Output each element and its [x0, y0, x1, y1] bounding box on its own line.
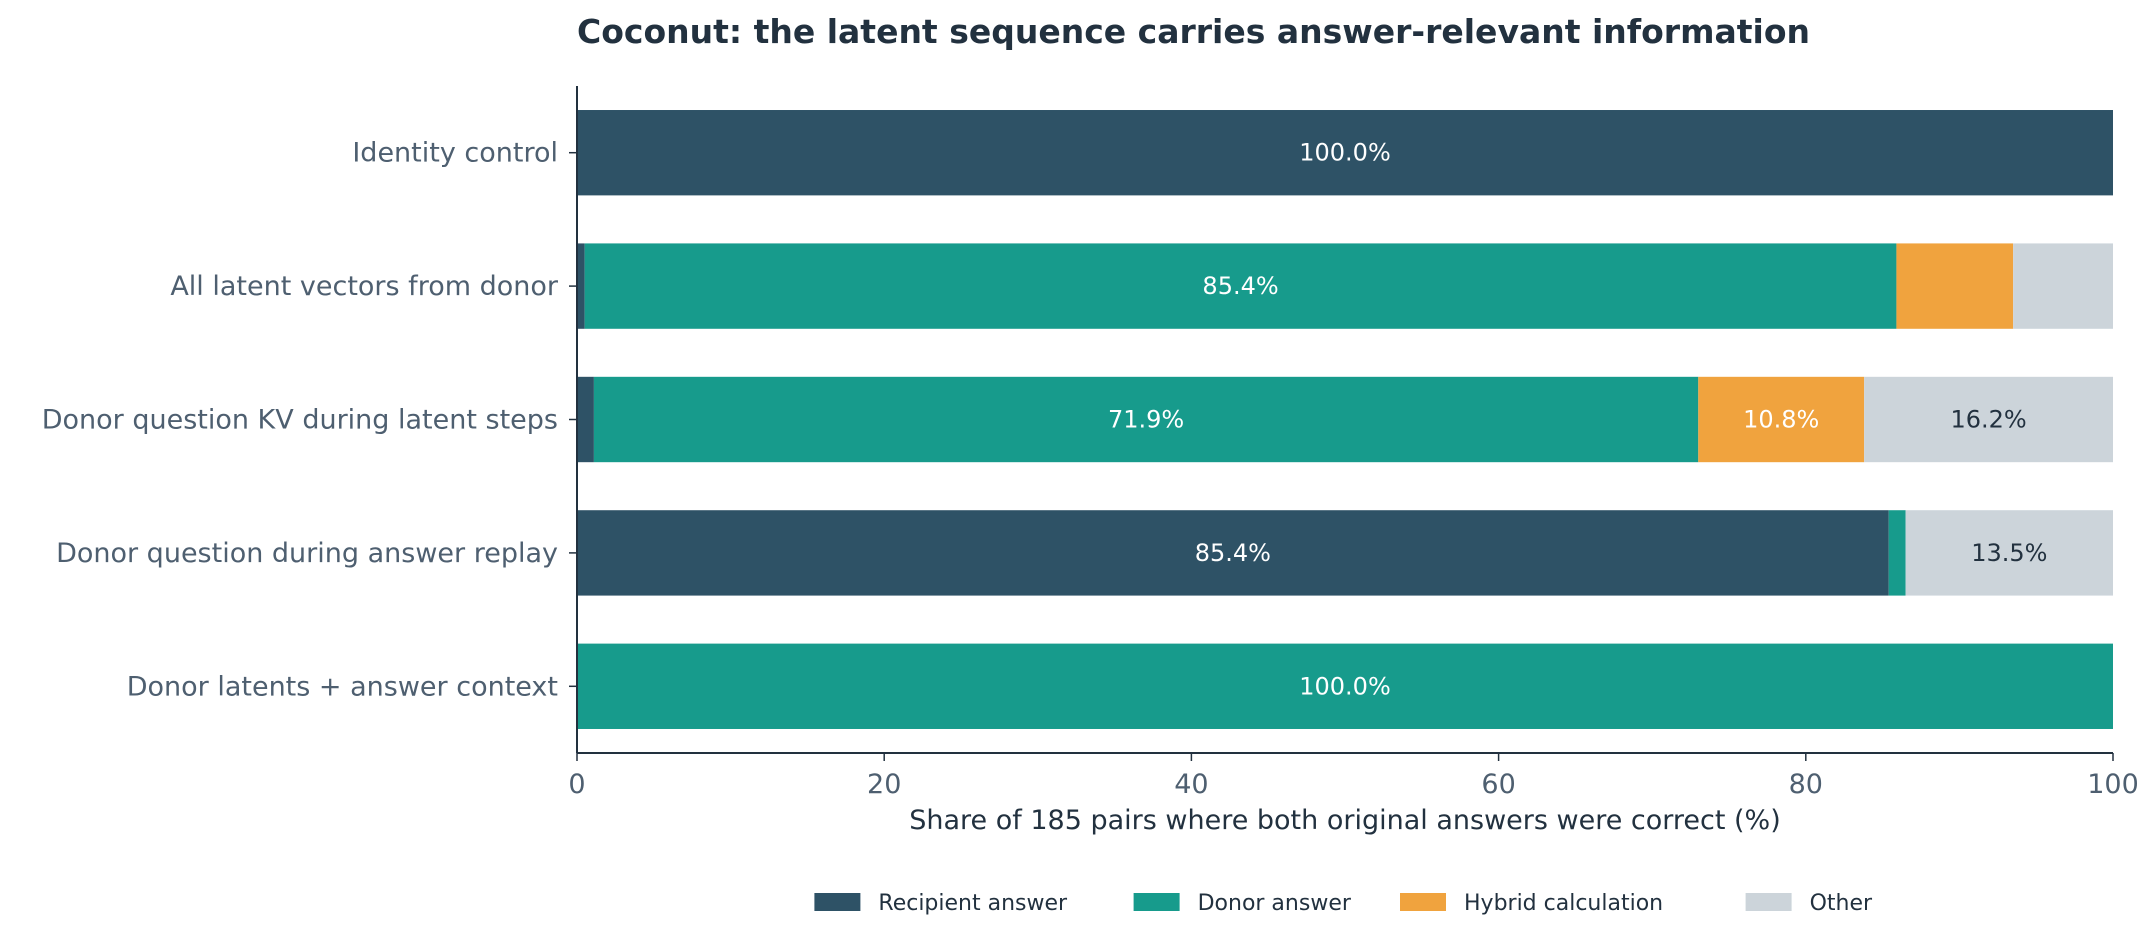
chart-title: Coconut: the latent sequence carries ans… [577, 12, 1810, 51]
x-tick-label: 60 [1481, 769, 1515, 800]
legend-label: Hybrid calculation [1464, 891, 1663, 916]
y-axis: Identity control All latent vectors from … [42, 86, 578, 753]
bar-segment [577, 243, 585, 329]
category-label: All latent vectors from donor [170, 271, 559, 302]
legend-item: Other [1745, 891, 1873, 916]
bar-segment [577, 110, 2113, 196]
bar-segment [577, 643, 2113, 729]
x-tick-label: 100 [2087, 769, 2139, 800]
category-label: Donor latents + answer context [127, 671, 558, 702]
category-label: Identity control [352, 138, 558, 169]
bar-segment [1896, 243, 2014, 329]
data-label: 10.8% [1743, 406, 1819, 434]
x-tick-label: 0 [568, 769, 585, 800]
data-label: 85.4% [1202, 272, 1278, 300]
data-label: 13.5% [1971, 539, 2047, 567]
bar-segment [577, 376, 594, 463]
x-tick-label: 20 [867, 769, 901, 800]
bar-segment [1905, 510, 2113, 596]
data-label: 100.0% [1299, 139, 1391, 167]
bar-segment [2013, 243, 2113, 329]
legend-label: Other [1810, 891, 1873, 916]
legend-label: Recipient answer [878, 891, 1068, 916]
data-label: 85.4% [1195, 539, 1271, 567]
bar-segment [593, 376, 1699, 463]
legend-swatch [1133, 893, 1180, 911]
legend: Recipient answer Donor answer Hybrid calcu… [814, 891, 1873, 916]
x-tick-label: 80 [1789, 769, 1823, 800]
x-axis-label: Share of 185 pairs where both original a… [909, 805, 1781, 836]
bar-segment [1864, 376, 2113, 463]
legend-swatch [814, 893, 861, 911]
legend-swatch [1745, 893, 1792, 911]
legend-item: Recipient answer [814, 891, 1068, 916]
bar-segment [1888, 510, 1906, 596]
legend-item: Hybrid calculation [1400, 891, 1663, 916]
bar-segment [1698, 376, 1865, 463]
bars-group: 100.0% 85.4% 71.9% 10.8% 16.2% 85.4% 13.5% 100.… [577, 110, 2113, 729]
category-label: Donor question during answer replay [56, 538, 558, 569]
data-label: 16.2% [1950, 406, 2026, 434]
x-axis: 0 20 40 60 80 100 [568, 752, 2139, 800]
legend-label: Donor answer [1198, 891, 1352, 916]
bar-segment [577, 510, 1889, 596]
legend-swatch [1400, 893, 1446, 911]
category-label: Donor question KV during latent steps [42, 405, 558, 436]
legend-item: Donor answer [1133, 891, 1352, 916]
bar-segment [584, 243, 1897, 329]
data-label: 100.0% [1299, 672, 1391, 700]
data-label: 71.9% [1108, 406, 1184, 434]
x-tick-label: 40 [1174, 769, 1208, 800]
